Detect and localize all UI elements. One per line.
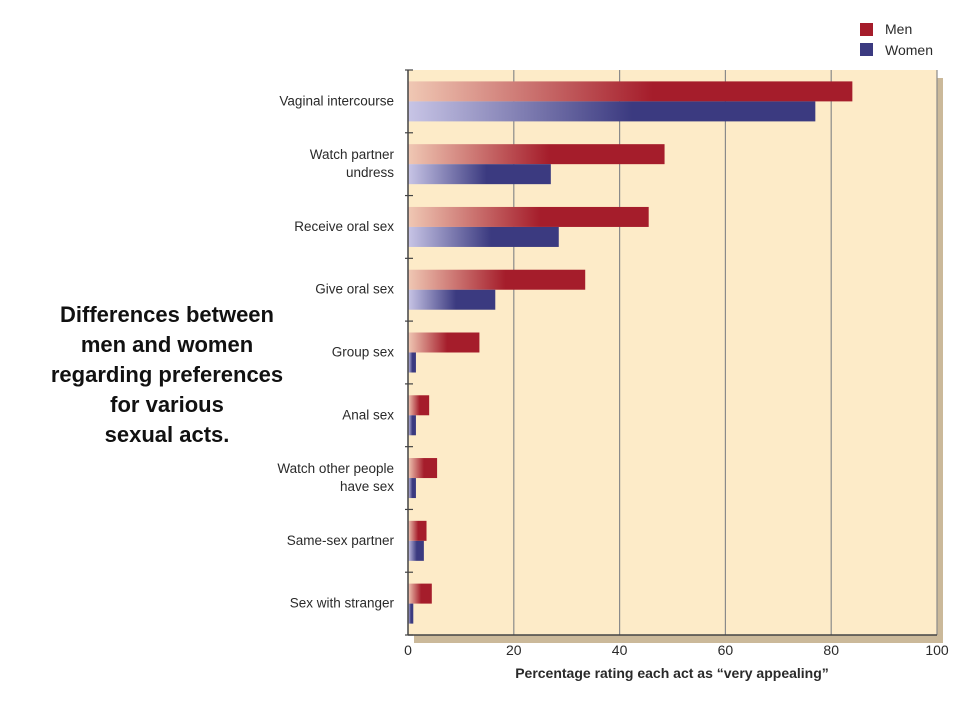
bars bbox=[408, 81, 853, 624]
caption-line: men and women bbox=[80, 332, 254, 357]
bar-women bbox=[408, 478, 416, 499]
bar-women bbox=[408, 289, 496, 310]
category-label: Same-sex partner bbox=[287, 533, 395, 548]
legend-swatch-women bbox=[860, 43, 873, 56]
bar-women bbox=[408, 164, 551, 185]
bar-men bbox=[408, 269, 586, 290]
caption-line: for various bbox=[110, 392, 224, 417]
category-label: undress bbox=[346, 165, 394, 180]
category-label: have sex bbox=[340, 479, 394, 494]
bar-men bbox=[408, 206, 649, 227]
x-tick-label: 40 bbox=[612, 642, 628, 658]
axis bbox=[405, 69, 937, 636]
bar-women bbox=[408, 603, 414, 624]
x-tick-label: 0 bbox=[404, 642, 412, 658]
caption-line: regarding preferences bbox=[50, 362, 284, 387]
category-label: Watch partner bbox=[310, 147, 395, 162]
x-tick-label: 60 bbox=[718, 642, 734, 658]
bar-women bbox=[408, 540, 424, 561]
category-label: Watch other people bbox=[277, 461, 394, 476]
legend-swatch-men bbox=[860, 23, 873, 36]
category-label: Group sex bbox=[332, 345, 395, 360]
category-label: Sex with stranger bbox=[290, 596, 395, 611]
bar-men bbox=[408, 520, 427, 541]
x-tick-label: 100 bbox=[925, 642, 949, 658]
bar-women bbox=[408, 415, 416, 436]
legend: Men Women bbox=[860, 21, 933, 58]
bar-women bbox=[408, 352, 416, 373]
tick-labels: 0 20 40 60 80 100 bbox=[404, 642, 949, 658]
caption-line: sexual acts. bbox=[104, 422, 230, 447]
category-labels: Vaginal intercourse Watch partner undress R… bbox=[277, 93, 394, 610]
x-tick-label: 20 bbox=[506, 642, 522, 658]
bar-women bbox=[408, 226, 559, 247]
bar-men bbox=[408, 583, 432, 604]
caption-line: Differences between bbox=[60, 302, 274, 327]
bar-men bbox=[408, 458, 438, 479]
category-label: Anal sex bbox=[342, 407, 394, 422]
category-label: Receive oral sex bbox=[294, 219, 394, 234]
bar-men bbox=[408, 395, 430, 416]
bar-women bbox=[408, 101, 816, 122]
bar-men bbox=[408, 144, 665, 165]
x-axis-label: Percentage rating each act as “very appe… bbox=[515, 665, 829, 681]
caption: Differences between men and women regard… bbox=[12, 300, 322, 450]
legend-label-women: Women bbox=[885, 42, 933, 58]
legend-label-men: Men bbox=[885, 21, 912, 37]
bar-men bbox=[408, 81, 853, 102]
x-tick-label: 80 bbox=[823, 642, 839, 658]
category-label: Give oral sex bbox=[315, 282, 394, 297]
bar-men bbox=[408, 332, 480, 353]
category-label: Vaginal intercourse bbox=[279, 93, 394, 108]
